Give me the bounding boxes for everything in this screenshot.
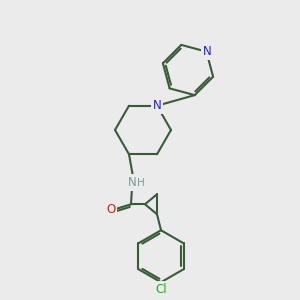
Text: N: N (128, 176, 136, 189)
Text: H: H (137, 178, 145, 188)
Text: N: N (203, 45, 212, 58)
Text: Cl: Cl (155, 283, 167, 296)
Text: O: O (106, 203, 116, 216)
Text: N: N (153, 99, 161, 112)
